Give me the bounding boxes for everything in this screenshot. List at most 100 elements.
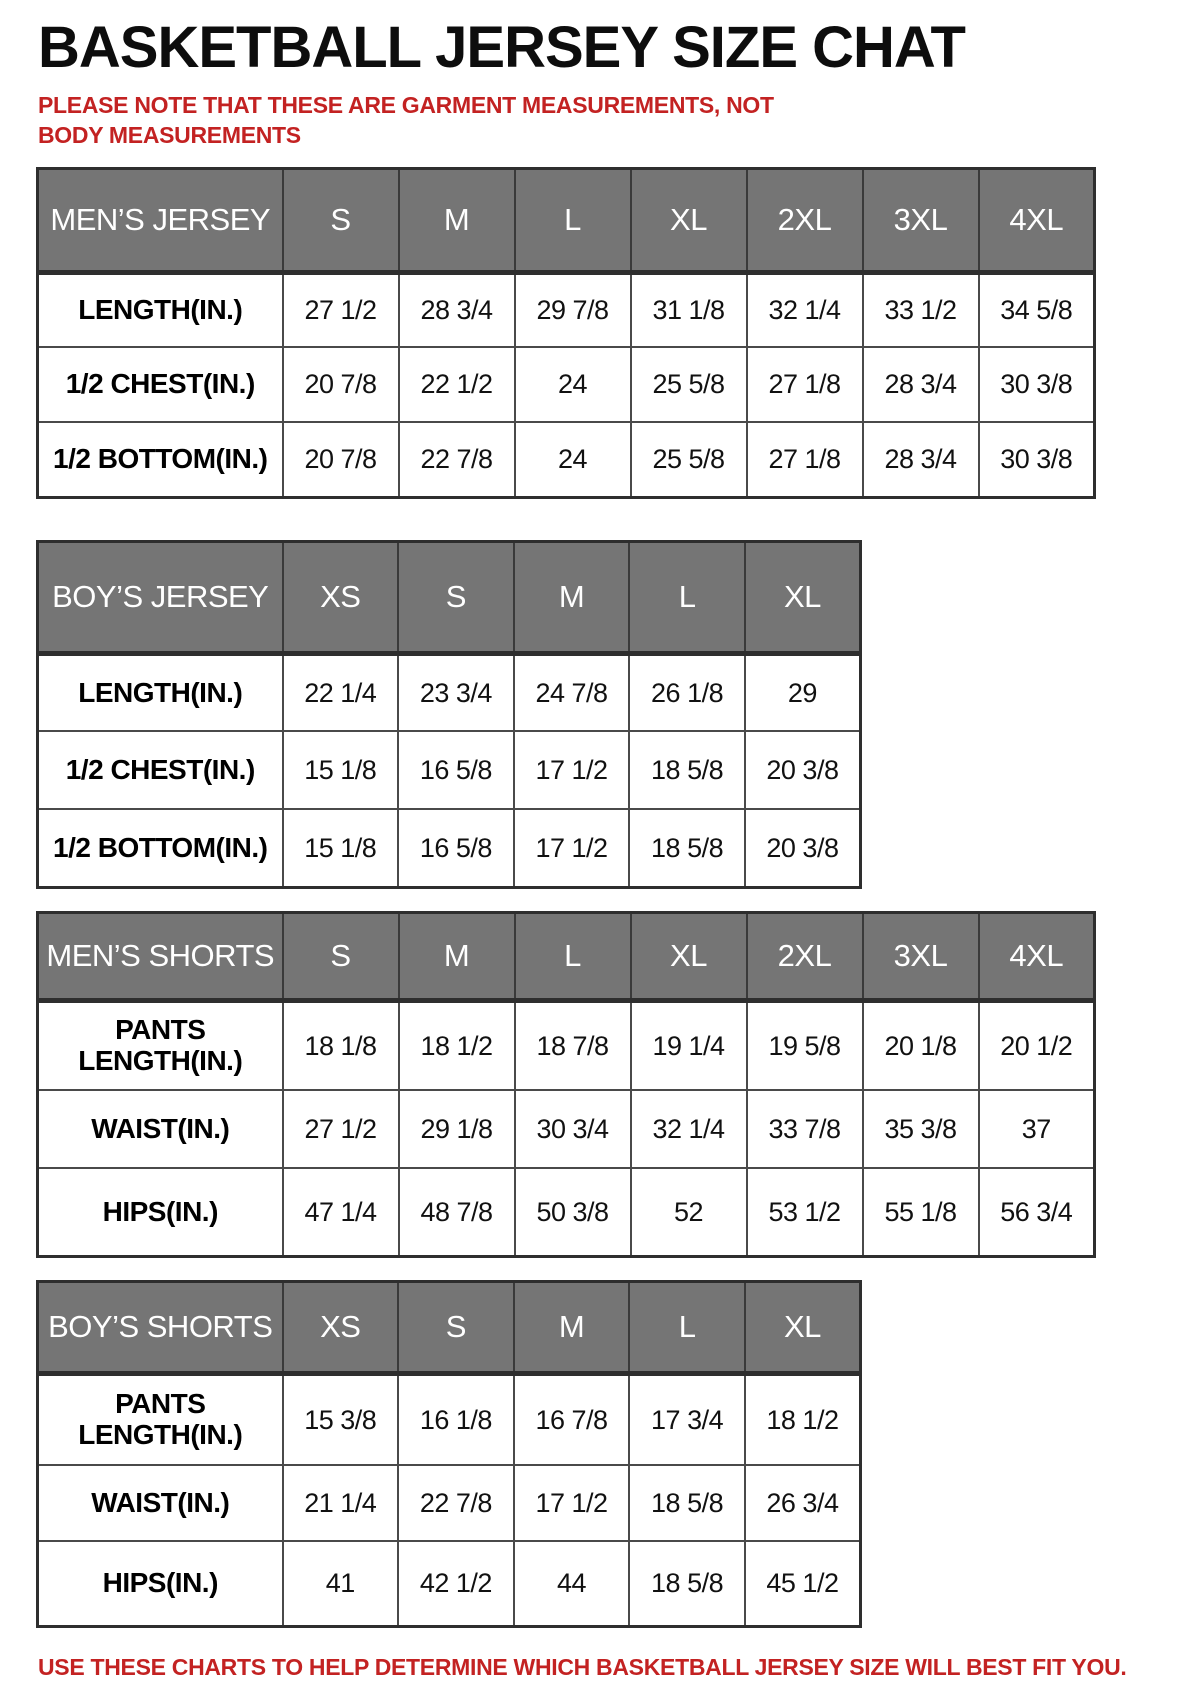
measurement-cell: 32 1/4 [629,1089,748,1170]
measurement-cell: 24 [513,421,632,499]
measurement-cell: 18 7/8 [513,999,632,1092]
measurement-cell: 30 3/8 [977,421,1096,499]
size-column-header: 3XL [861,166,980,275]
measurement-cell: 32 1/4 [745,271,864,349]
measurement-cell: 23 3/4 [397,652,515,733]
measurement-cell: 18 5/8 [628,730,746,811]
measurement-cell: 37 [977,1089,1096,1170]
row-label-cell: WAIST(IN.) [36,1464,284,1543]
row-label-cell: LENGTH(IN.) [36,652,284,733]
measurement-cell: 30 3/4 [513,1089,632,1170]
measurement-cell: 44 [512,1540,631,1628]
size-column-header: 4XL [977,166,1096,275]
measurement-cell: 27 1/2 [281,271,400,349]
row-label-cell: 1/2 CHEST(IN.) [36,730,284,811]
size-column-header: XS [281,1279,400,1376]
measurement-cell: 27 1/8 [745,421,864,499]
size-column-header: XL [743,1279,862,1376]
measurement-cell: 15 3/8 [281,1372,400,1467]
size-column-header: S [397,1279,515,1376]
size-column-header: L [628,539,746,656]
table-row: 1/2 BOTTOM(IN.) 20 7/8 22 7/8 24 25 5/8 27 1/… [36,421,1096,499]
row-label-cell: PANTS LENGTH(IN.) [36,1372,284,1467]
measurement-cell: 16 1/8 [397,1372,515,1467]
size-column-header: L [513,910,632,1003]
measurement-cell: 17 1/2 [512,1464,631,1543]
measurement-cell: 19 5/8 [745,999,864,1092]
measurement-cell: 18 1/8 [281,999,400,1092]
size-column-header: S [397,539,515,656]
measurement-cell: 24 [513,346,632,424]
row-label-cell: 1/2 BOTTOM(IN.) [36,808,284,889]
size-column-header: M [397,910,516,1003]
measurement-cell: 35 3/8 [861,1089,980,1170]
measurement-cell: 16 5/8 [397,808,515,889]
measurement-cell: 18 5/8 [628,1464,746,1543]
measurement-cell: 21 1/4 [281,1464,400,1543]
measurement-cell: 28 3/4 [861,346,980,424]
measurement-cell: 30 3/8 [977,346,1096,424]
boys-jersey-table: BOY’S JERSEY XS S M L XL LENGTH(IN.) 22 1/4 23 … [36,539,862,889]
table-title-cell: MEN’S SHORTS [36,910,284,1003]
measurement-cell: 16 5/8 [397,730,515,811]
measurement-cell: 29 1/8 [397,1089,516,1170]
measurement-cell: 29 7/8 [513,271,632,349]
measurement-cell: 22 1/4 [281,652,400,733]
mens-shorts-table: MEN’S SHORTS S M L XL 2XL 3XL 4XL PANTS LENGTH(… [36,910,1096,1258]
measurement-cell: 18 1/2 [397,999,516,1092]
measurement-cell: 20 1/2 [977,999,1096,1092]
measurement-cell: 41 [281,1540,400,1628]
table-title-cell: MEN’S JERSEY [36,166,284,275]
measurement-cell: 42 1/2 [397,1540,515,1628]
table-row: HIPS(IN.) 41 42 1/2 44 18 5/8 45 1/2 [36,1540,862,1628]
page-title: BASKETBALL JERSEY SIZE CHAT [38,15,966,80]
table-row: LENGTH(IN.) 22 1/4 23 3/4 24 7/8 26 1/8 29 [36,652,862,733]
size-column-header: 2XL [745,166,864,275]
table-row: PANTS LENGTH(IN.) 15 3/8 16 1/8 16 7/8 17 3/… [36,1372,862,1467]
row-label-cell: 1/2 CHEST(IN.) [36,346,284,424]
size-column-header: M [512,1279,631,1376]
measurement-cell: 25 5/8 [629,421,748,499]
measurement-cell: 18 5/8 [628,1540,746,1628]
size-column-header: L [628,1279,746,1376]
measurement-cell: 24 7/8 [512,652,631,733]
measurement-cell: 28 3/4 [397,271,516,349]
measurement-cell: 56 3/4 [977,1167,1096,1258]
row-label-cell: LENGTH(IN.) [36,271,284,349]
measurement-cell: 17 1/2 [512,808,631,889]
measurement-cell: 16 7/8 [512,1372,631,1467]
measurement-cell: 48 7/8 [397,1167,516,1258]
header-row: MEN’S JERSEY S M L XL 2XL 3XL 4XL [36,166,1096,275]
measurement-cell: 55 1/8 [861,1167,980,1258]
fit-advice-note: USE THESE CHARTS TO HELP DETERMINE WHICH… [38,1653,1127,1680]
table-row: WAIST(IN.) 27 1/2 29 1/8 30 3/4 32 1/4 33 7/8… [36,1089,1096,1170]
measurement-cell: 20 7/8 [281,421,400,499]
size-column-header: 3XL [861,910,980,1003]
measurement-cell: 20 3/8 [743,808,862,889]
measurement-cell: 27 1/8 [745,346,864,424]
table-row: LENGTH(IN.) 27 1/2 28 3/4 29 7/8 31 1/8 32 1/… [36,271,1096,349]
mens-jersey-table: MEN’S JERSEY S M L XL 2XL 3XL 4XL LENGTH(IN.) 27… [36,166,1096,499]
measurement-cell: 34 5/8 [977,271,1096,349]
row-label-cell: WAIST(IN.) [36,1089,284,1170]
measurement-cell: 33 1/2 [861,271,980,349]
table-row: PANTS LENGTH(IN.) 18 1/8 18 1/2 18 7/8 19 1/… [36,999,1096,1092]
measurement-cell: 47 1/4 [281,1167,400,1258]
size-column-header: M [512,539,631,656]
boys-shorts-table: BOY’S SHORTS XS S M L XL PANTS LENGTH(IN.) 15 … [36,1279,862,1628]
measurement-cell: 28 3/4 [861,421,980,499]
size-column-header: 4XL [977,910,1096,1003]
size-column-header: S [281,910,400,1003]
table-row: HIPS(IN.) 47 1/4 48 7/8 50 3/8 52 53 1/2 55 1/… [36,1167,1096,1258]
table-row: 1/2 BOTTOM(IN.) 15 1/8 16 5/8 17 1/2 18 5/8 2… [36,808,862,889]
size-column-header: XL [743,539,862,656]
measurement-cell: 52 [629,1167,748,1258]
measurement-cell: 19 1/4 [629,999,748,1092]
measurement-cell: 25 5/8 [629,346,748,424]
row-label-cell: 1/2 BOTTOM(IN.) [36,421,284,499]
size-column-header: M [397,166,516,275]
measurement-cell: 17 1/2 [512,730,631,811]
header-row: BOY’S SHORTS XS S M L XL [36,1279,862,1376]
measurement-cell: 26 3/4 [743,1464,862,1543]
measurement-cell: 27 1/2 [281,1089,400,1170]
